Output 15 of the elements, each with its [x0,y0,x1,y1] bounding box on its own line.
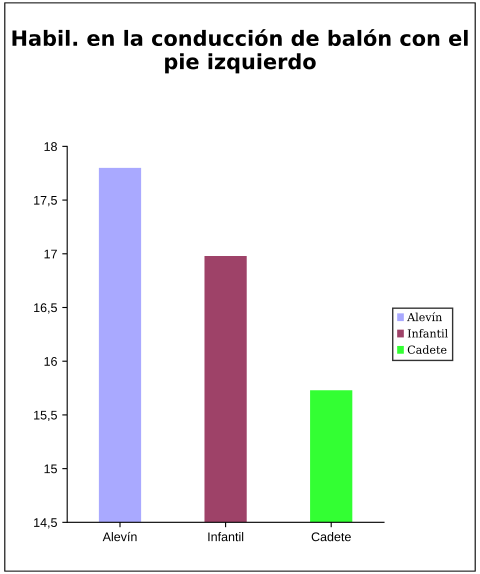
legend-label: Infantil [408,328,448,338]
y-tick-label: 17,5 [34,196,57,206]
y-tick-label: 18 [44,142,57,152]
y-tick-label: 15,5 [34,410,57,422]
y-tick-label: 16 [44,357,57,366]
y-tick-label: 17 [44,250,57,258]
x-tick-label: Cadete [312,532,351,542]
x-tick-label: Infantil [208,532,244,542]
x-tick-label: Alevín [102,532,137,542]
y-tick-label: 15 [44,464,57,474]
y-tick-label: 16,5 [34,303,57,314]
legend-label: Alevín [407,312,442,322]
chart-title: Habil. en la conducción de balón con el pie izquierdo [12,29,468,74]
y-tick-label: 14,5 [34,518,57,528]
legend-label: Cadete [408,345,446,354]
